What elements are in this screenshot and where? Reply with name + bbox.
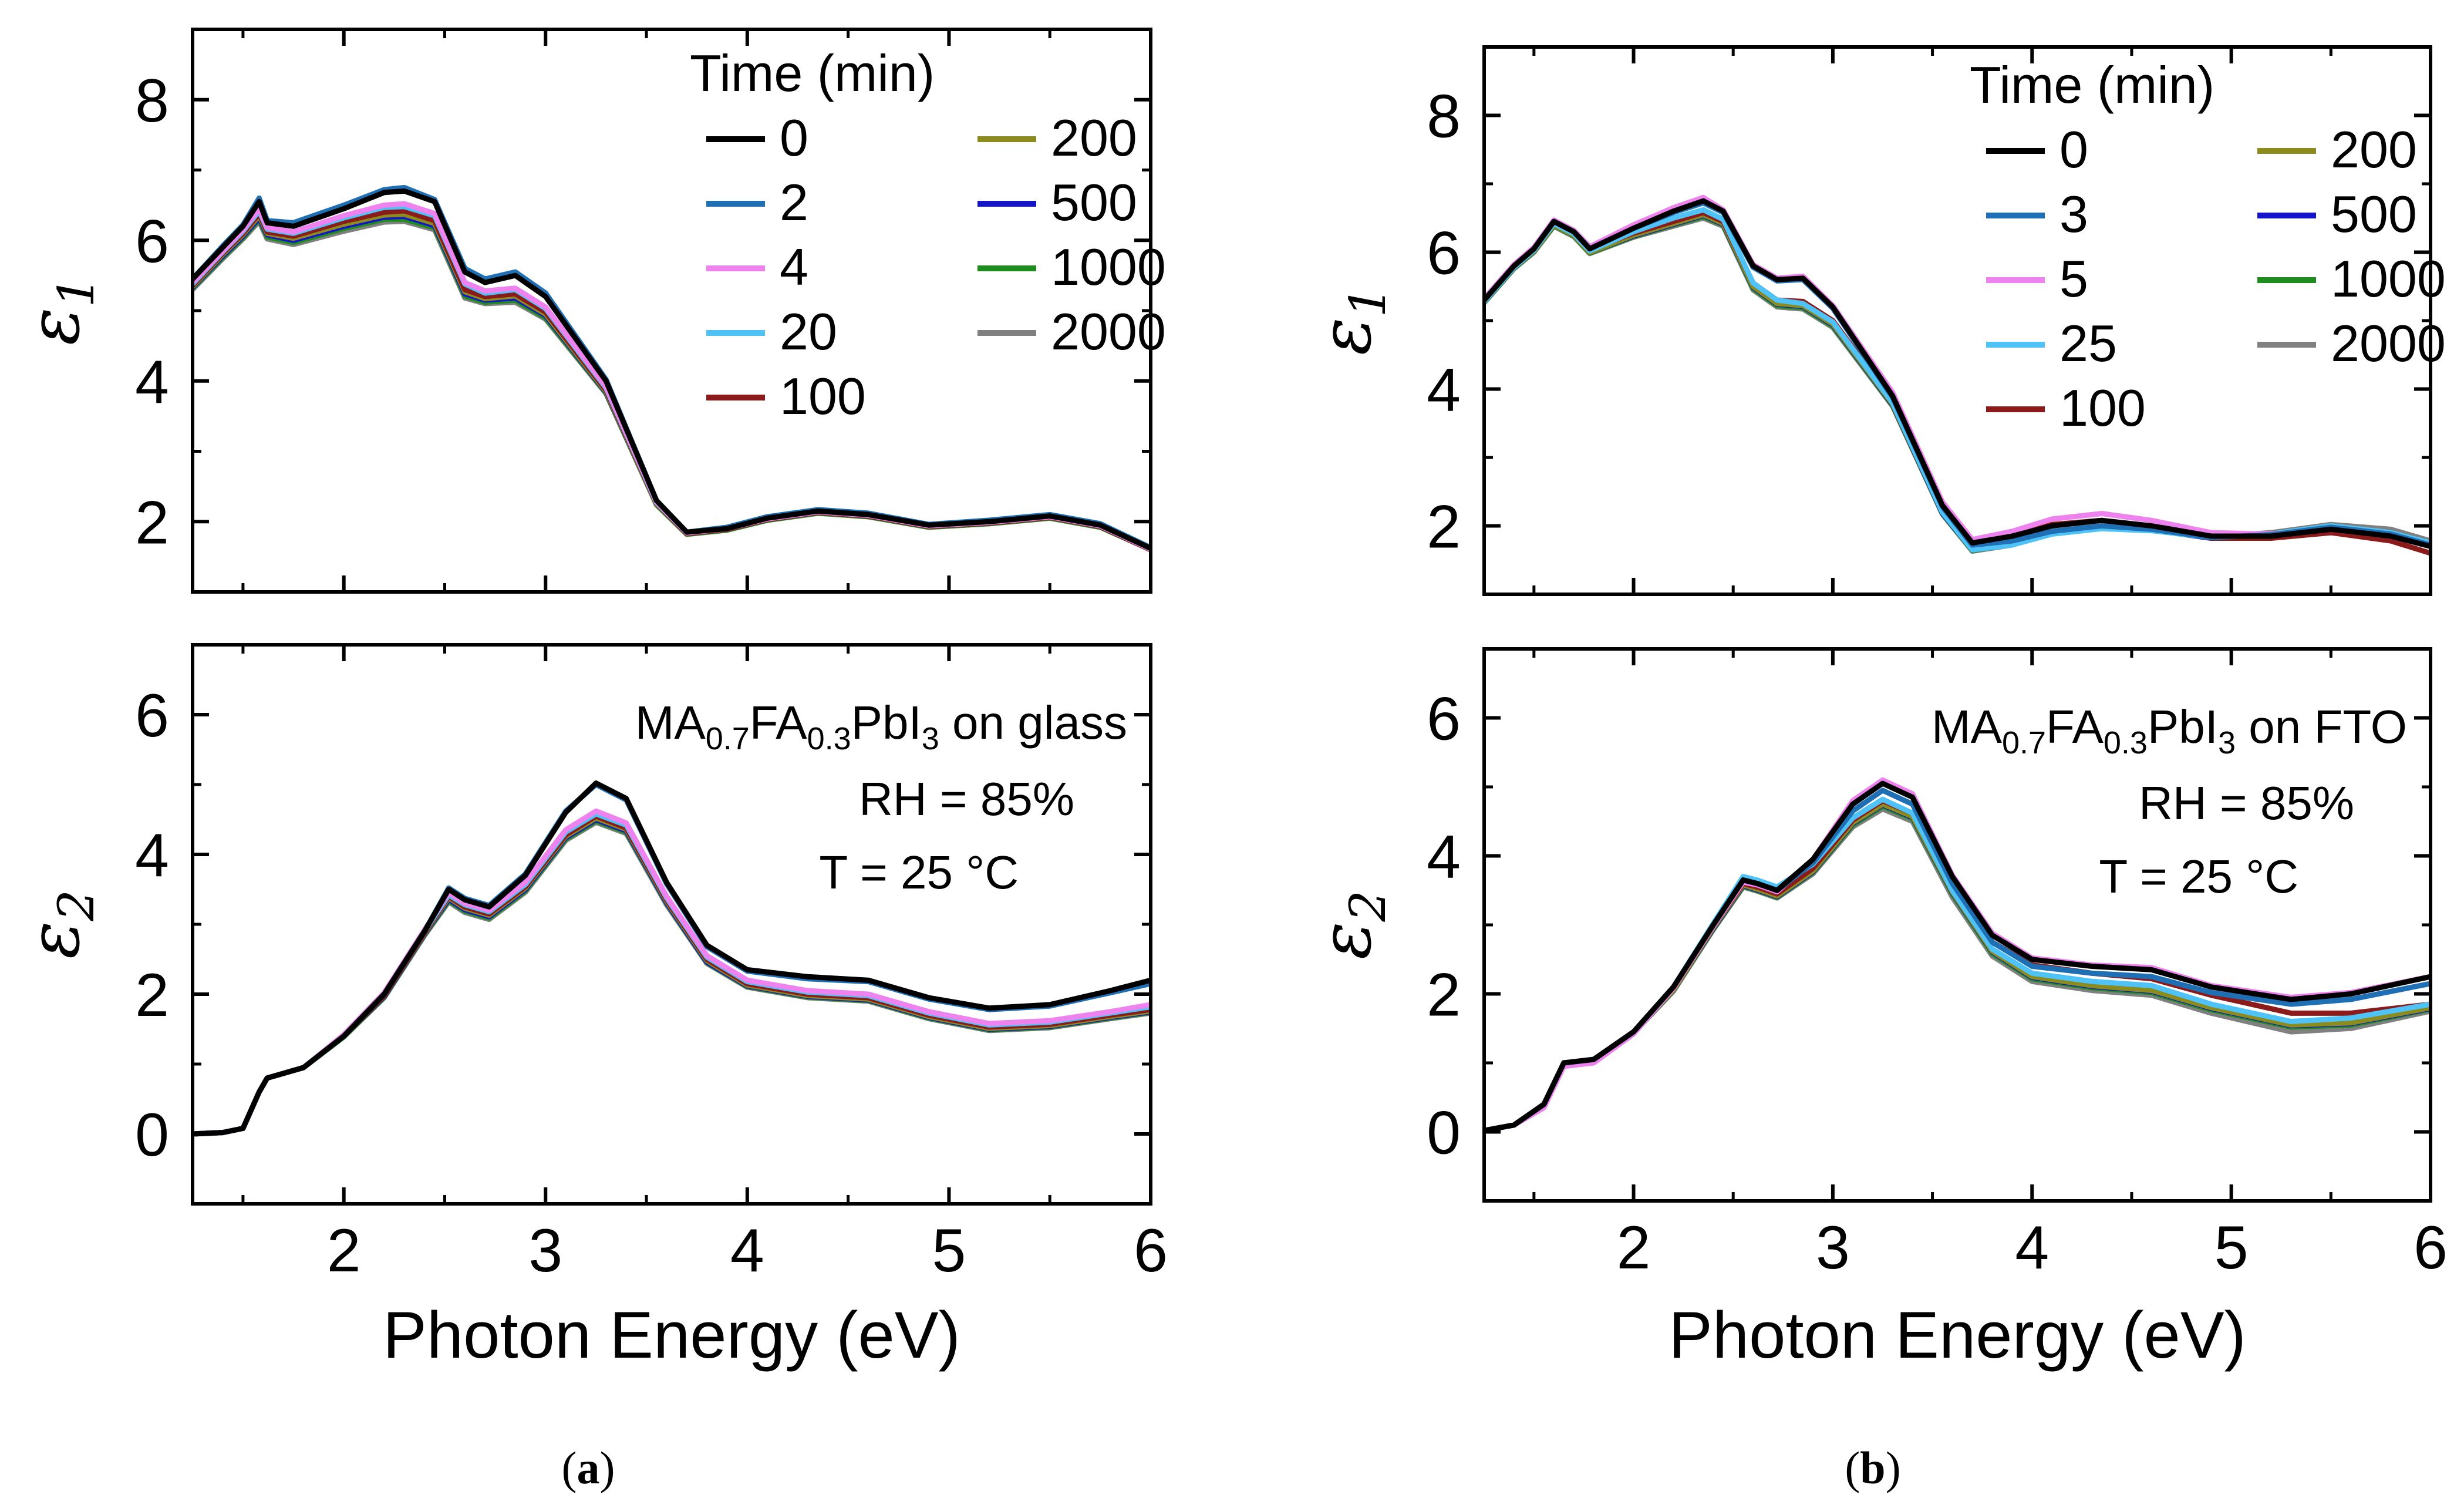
legend-label-20: 20 <box>780 302 837 361</box>
series-lines <box>193 184 1151 553</box>
y-axis-label: ε1 <box>14 276 105 345</box>
y-tick-label: 0 <box>135 1101 169 1169</box>
series-lines <box>1484 777 2431 1133</box>
legend-label-1000: 1000 <box>2331 250 2446 308</box>
x-tick-label: 4 <box>2015 1214 2049 1282</box>
legend-label-25: 25 <box>2059 314 2117 372</box>
subplot-epsilon2: 2 3 4 5 6 0 2 4 6 ε2 <box>1305 647 2448 1282</box>
y-tick-label: 4 <box>1427 823 1461 891</box>
x-axis-label: Photon Energy (eV) <box>383 1298 960 1372</box>
legend-label-0: 0 <box>2059 120 2088 179</box>
legend-label-2000: 2000 <box>2331 314 2446 372</box>
x-tick-label: 3 <box>528 1217 562 1285</box>
temperature-label: T = 25 °C <box>819 846 1019 898</box>
legend-label-200: 200 <box>2331 120 2417 179</box>
legend-label-500: 500 <box>1051 173 1137 231</box>
y-axis-label: ε2 <box>14 890 105 959</box>
annotations: MA0.7FA0.3PbI3 on FTO RH = 85% T = 25 °C <box>1932 701 2407 903</box>
series-line-0 <box>1484 198 2431 549</box>
y-tick-label: 4 <box>135 822 169 890</box>
chart-panel-b: 2 4 6 8 ε1 2 3 4 5 6 0 2 4 6 ε2 Time (min) 0 3 5 25 100 200 50… <box>1305 45 2448 1493</box>
y-axis-label: ε2 <box>1305 890 1397 960</box>
legend-label-100: 100 <box>780 367 866 425</box>
annotations: MA0.7FA0.3PbI3 on glass RH = 85% T = 25 °C <box>635 696 1127 898</box>
y-axis-label: ε1 <box>1305 286 1397 355</box>
x-axis-label: Photon Energy (eV) <box>1668 1298 2246 1372</box>
legend-label-500: 500 <box>2331 185 2417 243</box>
y-tick-label: 0 <box>1427 1099 1461 1167</box>
x-tick-label: 6 <box>2414 1214 2448 1282</box>
y-tick-label: 8 <box>1427 83 1461 151</box>
sample-label: MA0.7FA0.3PbI3 on FTO <box>1932 701 2407 760</box>
panel-caption: (b) <box>1845 1442 1900 1493</box>
x-tick-label: 5 <box>932 1217 966 1285</box>
x-tick-label: 2 <box>327 1217 361 1285</box>
subplot-epsilon1: 2 4 6 8 ε1 <box>1305 45 2432 596</box>
series-line-0 <box>193 188 1151 551</box>
sample-label: MA0.7FA0.3PbI3 on glass <box>635 696 1127 756</box>
y-tick-label: 6 <box>135 207 169 275</box>
series-line-0 <box>1484 780 2431 1133</box>
legend-label-5: 5 <box>2059 250 2088 308</box>
rh-label: RH = 85% <box>2139 777 2354 829</box>
rh-label: RH = 85% <box>859 773 1074 825</box>
series-lines <box>1484 194 2431 556</box>
subplot-epsilon2: 2 3 4 5 6 0 2 4 6 ε2 <box>14 643 1168 1285</box>
legend-title: Time (min) <box>690 44 935 102</box>
legend-label-200: 200 <box>1051 109 1137 167</box>
x-tick-label: 4 <box>730 1217 764 1285</box>
legend-label-2000: 2000 <box>1051 302 1166 361</box>
y-tick-label: 6 <box>1427 220 1461 288</box>
legend-label-4: 4 <box>780 238 808 296</box>
legend-label-0: 0 <box>780 109 808 167</box>
y-tick-label: 2 <box>1427 493 1461 561</box>
legend-title: Time (min) <box>1970 56 2214 114</box>
temperature-label: T = 25 °C <box>2099 850 2298 903</box>
x-tick-label: 5 <box>2214 1214 2249 1282</box>
x-tick-label: 2 <box>1617 1214 1651 1282</box>
y-tick-label: 2 <box>135 961 169 1029</box>
chart-panel-a: 2 4 6 8 ε1 2 3 4 5 6 0 2 4 6 ε2 Time (min) 0 2 4 20 100 200 50… <box>14 28 1168 1493</box>
y-tick-label: 2 <box>1427 961 1461 1029</box>
y-tick-label: 6 <box>135 682 169 750</box>
subplot-epsilon1: 2 4 6 8 ε1 <box>14 28 1152 594</box>
x-tick-label: 6 <box>1134 1217 1168 1285</box>
legend-label-1000: 1000 <box>1051 238 1166 296</box>
y-tick-label: 8 <box>135 67 169 135</box>
y-tick-label: 4 <box>1427 356 1461 425</box>
panel-caption: (a) <box>562 1442 615 1493</box>
legend-label-2: 2 <box>780 173 808 231</box>
y-tick-label: 2 <box>135 489 169 557</box>
y-tick-label: 4 <box>135 348 169 416</box>
legend: Time (min) 0 2 4 20 100 200 500 1000 2000 <box>690 44 1166 425</box>
series-lines <box>193 780 1151 1137</box>
legend: Time (min) 0 3 5 25 100 200 500 1000 2000 <box>1970 56 2446 437</box>
legend-label-100: 100 <box>2059 379 2146 437</box>
x-tick-label: 3 <box>1816 1214 1850 1282</box>
series-line-0 <box>193 780 1151 1137</box>
legend-label-3: 3 <box>2059 185 2088 243</box>
y-tick-label: 6 <box>1427 685 1461 753</box>
